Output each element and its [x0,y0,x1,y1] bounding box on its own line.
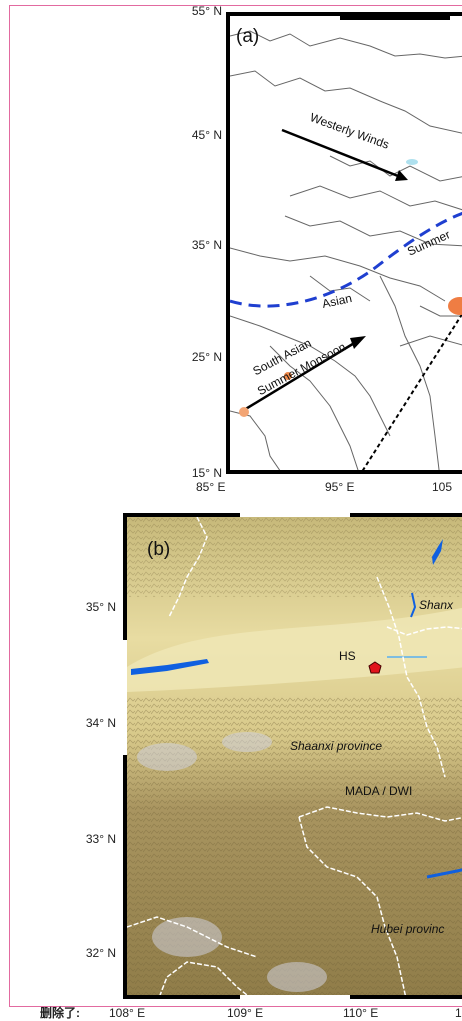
province-borders [127,517,462,995]
place-label-mada: MADA / DWI [345,784,413,798]
footnote-deleted: 删除了: [40,1006,80,1020]
site-marker-a2 [284,372,292,380]
panel-a-label: (a) [236,26,260,47]
frame-tick-bar-top [340,16,450,20]
ytick-b-34: 34° N [85,716,116,730]
ytick-b-33: 33° N [85,832,116,846]
map-a-canvas [230,16,462,470]
ytick-a-55: 55° N [191,4,222,18]
monsoon-arrow [243,336,366,412]
frame-tick-bar-b-top [240,513,350,517]
map-b-canvas [127,517,462,995]
ytick-a-35: 35° N [191,238,222,252]
frame-tick-bar-b-bottom [240,995,350,999]
place-label-shanxi: Shanx [419,598,454,612]
panel-b-label: (b) [147,539,171,560]
site-marker-a1 [239,407,249,417]
place-label-shaanxi: Shaanxi province [290,739,383,753]
rivers [131,539,462,879]
site-marker-hs [368,661,382,674]
site-marker-a3 [448,297,462,315]
page-frame [9,5,462,1007]
xtick-a-85: 85° E [196,480,226,494]
ytick-a-25: 25° N [191,350,222,364]
mountain-highlights [137,732,327,992]
monsoon-boundary-line [230,211,462,308]
place-label-hubei: Hubei provinc [371,922,445,936]
ytick-a-45: 45° N [191,128,222,142]
frame-tick-bar-a-left [226,160,230,220]
map-panel-b: (b) HS Shanx Shaanxi province MADA / DWI… [123,513,462,999]
zoom-connector-line [361,312,462,470]
xtick-b-110: 110° E [343,1006,379,1020]
lake-feature [406,159,418,165]
map-panel-a: (a) Westerly Winds Summer Asian South As… [226,12,462,474]
ytick-b-35: 35° N [85,600,116,614]
xtick-b-108: 108° E [109,1006,146,1020]
xtick-b-109: 109° E [227,1006,264,1020]
westerly-arrow [281,128,408,181]
xtick-a-105: 105 [432,480,453,494]
ytick-b-32: 32° N [85,946,116,960]
frame-tick-bar-b-left [123,640,127,755]
xtick-b-111: 1 [455,1006,462,1020]
site-label-hs: HS [339,649,356,663]
country-borders [230,30,462,470]
xtick-a-95: 95° E [325,480,355,494]
ytick-a-15: 15° N [191,466,222,480]
